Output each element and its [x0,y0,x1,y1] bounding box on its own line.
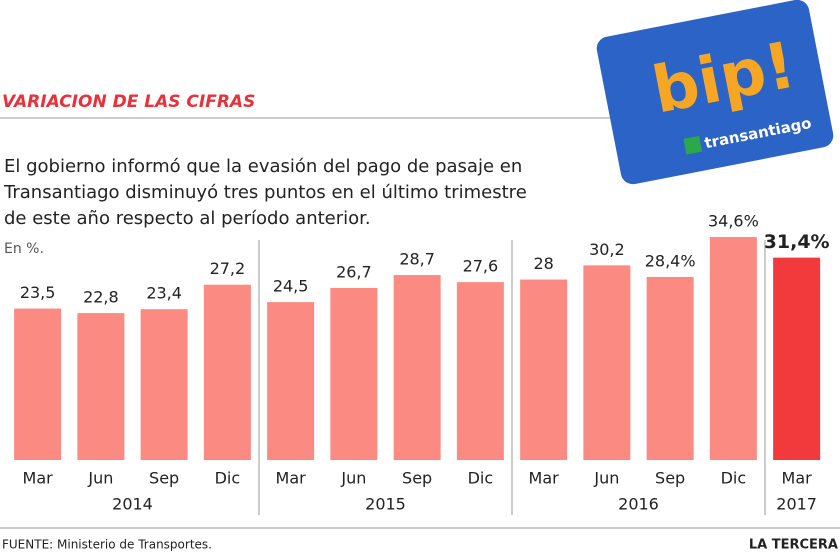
x-tick-label: Dic [468,469,494,488]
x-tick-label: Dic [721,469,747,488]
card-body [596,0,834,185]
x-tick-label: Sep [655,469,685,488]
value-label: 31,4% [764,231,830,253]
x-tick-label: Sep [402,469,432,488]
value-label: 27,6 [463,257,499,276]
year-label: 2016 [618,495,659,514]
value-label: 28,7 [399,250,435,269]
x-tick-label: Jun [340,469,366,488]
credit: LA TERCERA [749,538,838,553]
card: bip! transantiago [596,0,834,185]
subtitle: Transantiago disminuyó tres puntos en el… [3,182,527,203]
subtitle: El gobierno informó que la evasión del p… [4,156,522,177]
x-tick-label: Jun [593,469,619,488]
value-label: 22,8 [83,288,119,307]
x-tick-label: Jun [87,469,113,488]
card-icon [683,135,703,155]
x-tick-label: Sep [149,469,179,488]
year-label: 2017 [776,495,817,514]
value-label: 34,6% [708,212,759,231]
chart-title: VARIACION DE LAS CIFRAS [2,92,255,112]
bar [583,265,631,460]
bar [709,237,757,460]
value-label: 28,4% [645,251,696,270]
value-label: 24,5 [273,277,309,296]
bar [140,309,188,460]
year-label: 2014 [112,495,153,514]
bar [393,275,441,460]
value-label: 30,2 [589,240,625,259]
bar [773,257,821,460]
bar [267,302,315,460]
bar [330,287,378,460]
bar [456,282,504,460]
value-label: 23,4 [146,284,182,303]
year-label: 2015 [365,495,406,514]
value-label: 26,7 [336,262,372,281]
x-tick-label: Dic [215,469,241,488]
unit-label: En %. [4,241,44,257]
x-tick-label: Mar [782,469,813,488]
subtitle: de este año respecto al período anterior… [4,208,371,229]
value-label: 28 [533,254,553,273]
bar [520,279,568,460]
x-tick-label: Mar [276,469,307,488]
x-tick-label: Mar [23,469,54,488]
value-label: 27,2 [210,259,246,278]
bar [14,308,62,460]
x-tick-label: Mar [529,469,560,488]
bar [646,276,694,460]
bar [77,313,125,460]
source: FUENTE: Ministerio de Transportes. [2,538,212,552]
bar [203,284,251,460]
value-label: 23,5 [20,283,56,302]
